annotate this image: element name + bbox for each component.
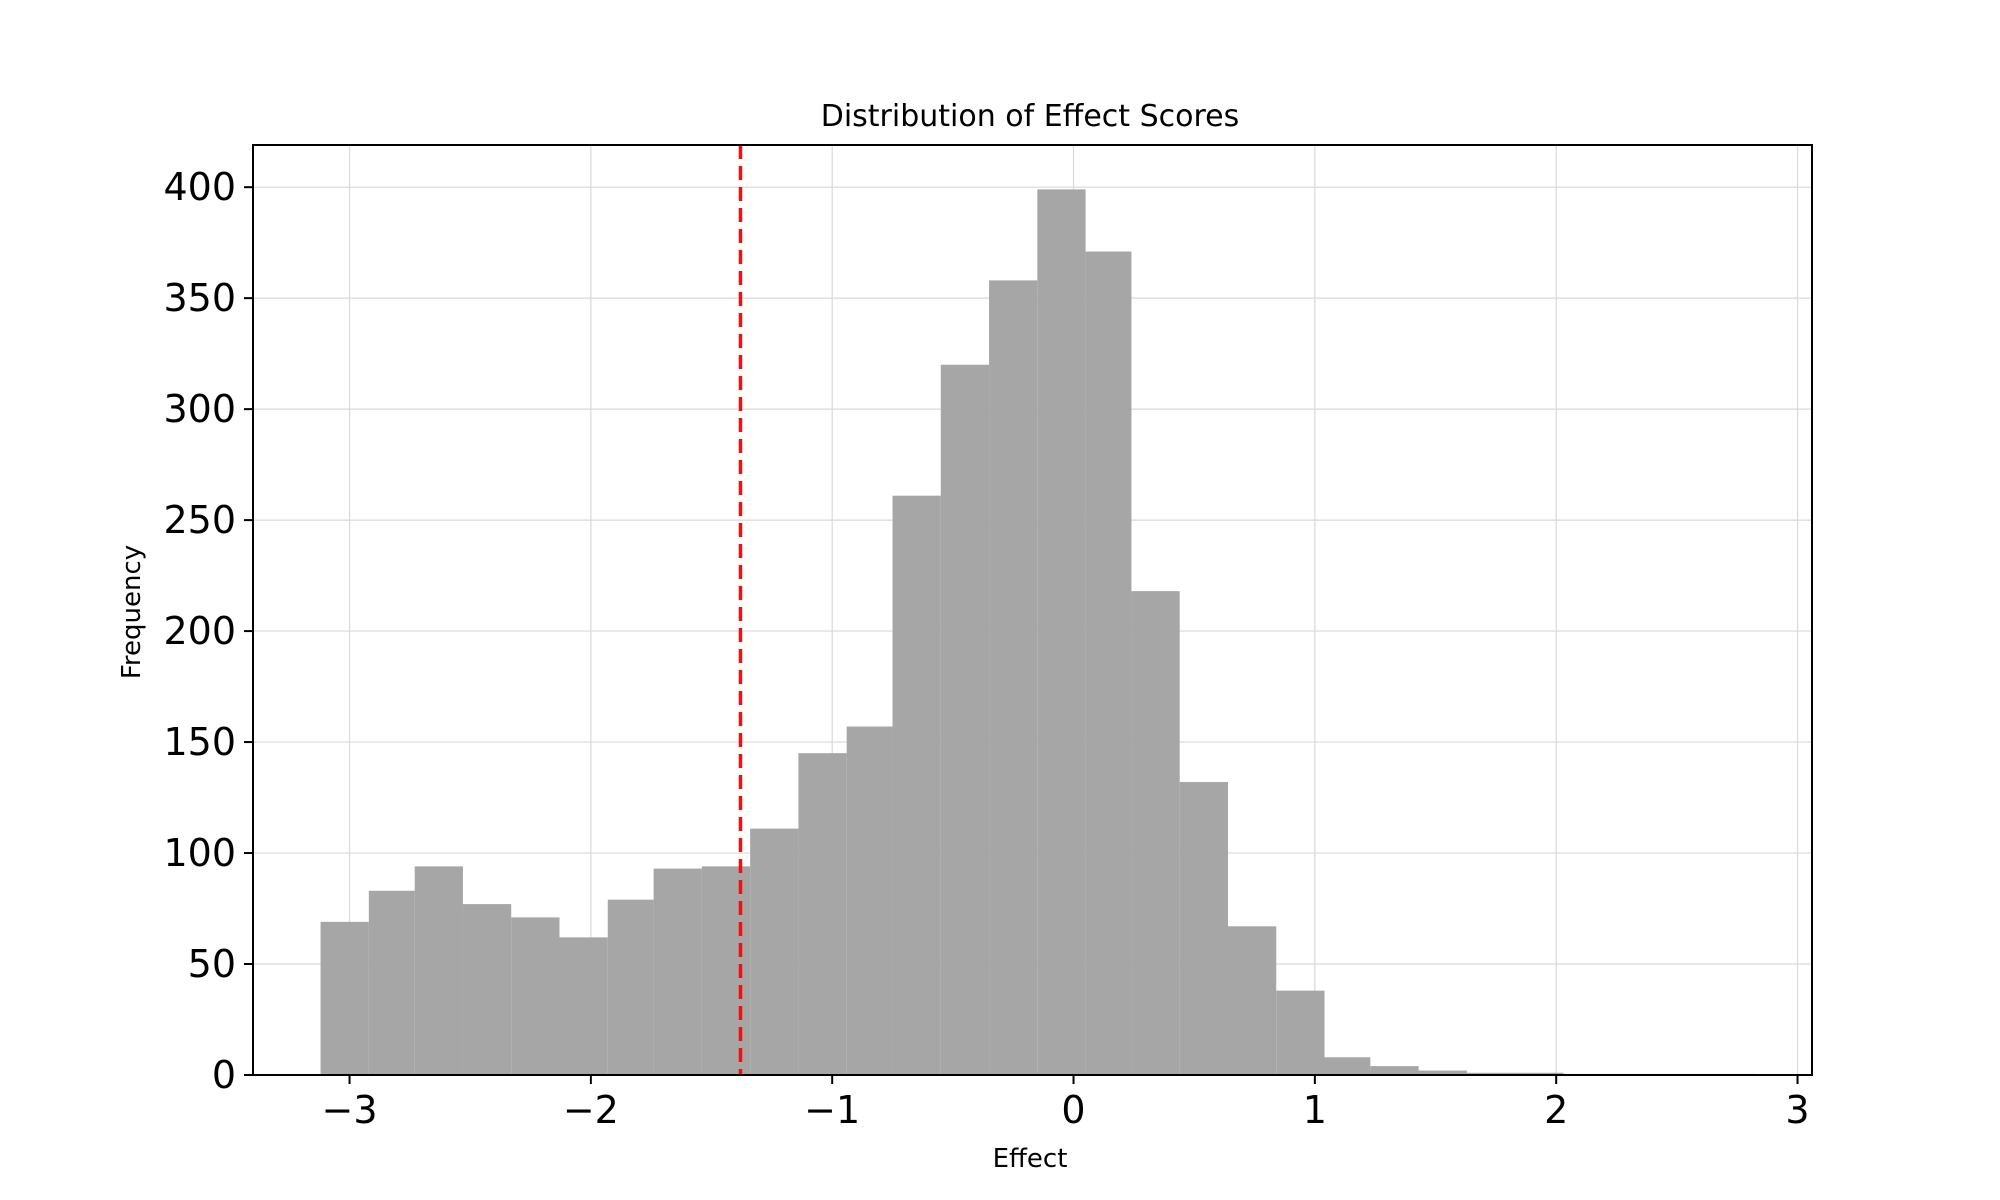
y-axis-ticks: 0 50 100 150 200 250 300 350 400	[163, 165, 253, 1097]
chart-title: Distribution of Effect Scores	[821, 99, 1240, 134]
y-tick-label: 400	[163, 165, 236, 209]
plot-frame	[252, 144, 1813, 1076]
histogram-bar	[511, 917, 560, 1075]
histogram-bar	[1515, 1072, 1564, 1075]
x-tick-label: −1	[804, 1088, 860, 1132]
x-tick-label: 3	[1785, 1088, 1809, 1132]
y-tick-label: 350	[163, 276, 236, 320]
histogram-bar	[462, 904, 512, 1075]
axes-frame	[252, 144, 1813, 1076]
x-tick-label: 1	[1303, 1088, 1327, 1132]
histogram-bar	[1131, 591, 1180, 1075]
histogram-bar	[1466, 1072, 1516, 1075]
bars	[320, 189, 1755, 1076]
histogram-bar	[1418, 1070, 1467, 1075]
x-tick-label: 0	[1061, 1088, 1085, 1132]
y-axis-label: Frequency	[117, 545, 147, 679]
x-axis-ticks: −3 −2 −1 0 1 2 3	[322, 1075, 1810, 1132]
y-tick-label: 300	[163, 387, 236, 431]
histogram-bar	[750, 828, 799, 1075]
histogram-bar	[1179, 782, 1228, 1075]
histogram-bar	[653, 868, 702, 1075]
y-tick-label: 200	[163, 609, 236, 653]
histogram-bar	[798, 753, 847, 1075]
histogram-bar	[1370, 1066, 1419, 1075]
histogram-bar	[989, 280, 1038, 1075]
histogram-bar	[846, 726, 893, 1075]
x-tick-label: −3	[322, 1088, 378, 1132]
x-axis-label: Effect	[993, 1144, 1068, 1174]
histogram-bar	[607, 899, 654, 1075]
y-tick-label: 150	[163, 720, 236, 764]
histogram-bar	[1276, 990, 1325, 1075]
histogram-bar	[559, 937, 608, 1075]
y-tick-label: 250	[163, 498, 236, 542]
x-tick-label: −2	[563, 1088, 619, 1132]
histogram-bar	[1324, 1057, 1371, 1075]
y-tick-label: 50	[188, 942, 236, 986]
histogram-bar	[414, 866, 463, 1075]
histogram-bar	[368, 890, 415, 1075]
y-tick-label: 100	[163, 831, 236, 875]
histogram-bar	[1085, 251, 1132, 1076]
histogram-bar	[892, 495, 941, 1075]
x-tick-label: 2	[1544, 1088, 1568, 1132]
histogram-bar	[701, 866, 751, 1075]
y-tick-label: 0	[212, 1053, 236, 1097]
histogram-bar	[1227, 926, 1277, 1075]
histogram-bar	[1037, 189, 1086, 1075]
histogram-bar	[940, 364, 990, 1076]
histogram-bar	[320, 921, 369, 1075]
